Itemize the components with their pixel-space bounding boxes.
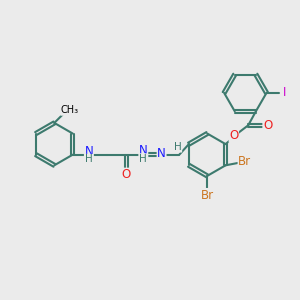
Text: Br: Br [201,188,214,202]
Text: N: N [157,147,166,160]
Text: N: N [139,144,148,157]
Text: I: I [283,86,286,99]
Text: H: H [174,142,182,152]
Text: O: O [263,119,272,132]
Text: O: O [229,129,239,142]
Text: H: H [85,154,93,164]
Text: CH₃: CH₃ [61,105,79,115]
Text: Br: Br [238,155,251,168]
Text: O: O [122,168,131,181]
Text: N: N [85,145,93,158]
Text: H: H [140,154,147,164]
